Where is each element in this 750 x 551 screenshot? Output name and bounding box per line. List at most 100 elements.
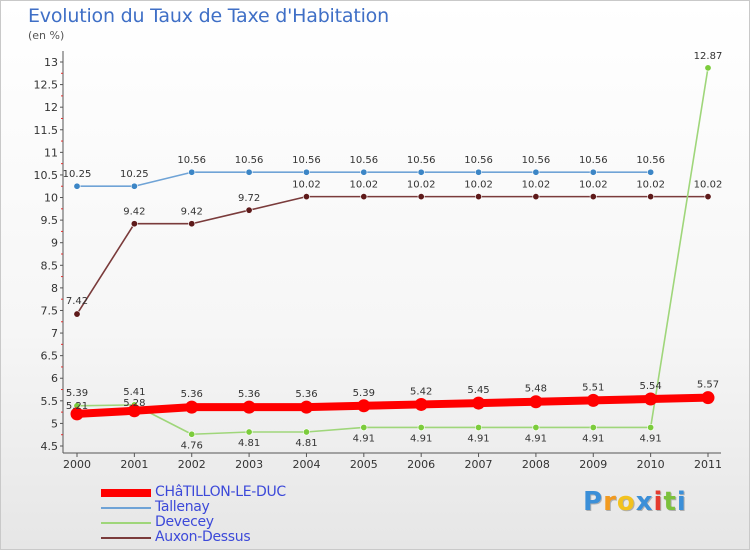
data-point xyxy=(647,168,655,176)
x-tick-label: 2009 xyxy=(579,458,607,471)
data-point xyxy=(532,193,540,201)
data-label: 10.02 xyxy=(579,180,608,191)
data-label: 10.02 xyxy=(694,180,723,191)
logo-letter: x xyxy=(635,487,654,517)
data-label: 10.56 xyxy=(579,155,608,166)
data-point xyxy=(299,400,313,414)
data-point xyxy=(475,193,483,201)
legend-swatch xyxy=(101,522,151,524)
data-label: 12.87 xyxy=(694,51,723,62)
data-label: 4.81 xyxy=(238,438,260,449)
data-label: 10.56 xyxy=(235,155,264,166)
data-point xyxy=(73,310,81,318)
data-point xyxy=(360,168,368,176)
data-label: 5.41 xyxy=(123,387,145,398)
y-tick-label: 4.5 xyxy=(41,440,59,453)
data-label: 4.91 xyxy=(640,433,662,444)
data-label: 10.02 xyxy=(636,180,665,191)
data-point xyxy=(647,193,655,201)
y-tick-label: 9.5 xyxy=(41,214,59,227)
data-label: 4.76 xyxy=(181,440,203,451)
x-tick-label: 2008 xyxy=(522,458,550,471)
data-point xyxy=(529,395,543,409)
logo-letter: o xyxy=(616,487,636,517)
data-label: 10.56 xyxy=(636,155,665,166)
data-point xyxy=(417,423,425,431)
data-point xyxy=(360,193,368,201)
data-label: 4.91 xyxy=(525,433,547,444)
x-tick-label: 2006 xyxy=(407,458,435,471)
x-tick-label: 2003 xyxy=(235,458,263,471)
data-point xyxy=(532,423,540,431)
data-label: 10.02 xyxy=(292,180,321,191)
data-point xyxy=(130,182,138,190)
data-point xyxy=(360,423,368,431)
data-label: 4.91 xyxy=(467,433,489,444)
y-tick-label: 12.5 xyxy=(34,79,59,92)
legend-label: CHâTILLON-LE-DUC xyxy=(155,484,286,500)
data-label: 9.42 xyxy=(181,207,203,218)
chart-title: Evolution du Taux de Taxe d'Habitation xyxy=(28,5,389,27)
y-tick-label: 11.5 xyxy=(34,124,59,137)
data-point xyxy=(245,428,253,436)
logo-letter: r xyxy=(603,487,617,517)
data-point xyxy=(472,396,486,410)
data-label: 5.42 xyxy=(410,386,432,397)
data-point xyxy=(245,168,253,176)
data-point xyxy=(475,423,483,431)
series-line-devecey xyxy=(76,67,709,436)
data-label: 10.56 xyxy=(349,155,378,166)
data-point xyxy=(414,397,428,411)
data-label: 5.51 xyxy=(582,382,604,393)
data-label: 4.81 xyxy=(295,438,317,449)
data-point xyxy=(647,423,655,431)
data-point xyxy=(532,168,540,176)
y-tick-label: 7 xyxy=(51,327,58,340)
data-point xyxy=(302,168,310,176)
data-point xyxy=(188,430,196,438)
data-point xyxy=(704,64,712,72)
y-tick-label: 8.5 xyxy=(41,259,59,272)
chart-unit-label: (en %) xyxy=(28,29,65,42)
data-label: 5.36 xyxy=(295,389,317,400)
x-tick-label: 2004 xyxy=(292,458,320,471)
x-tick-label: 2007 xyxy=(465,458,493,471)
data-point xyxy=(417,168,425,176)
legend-swatch xyxy=(101,537,151,539)
legend-label: Devecey xyxy=(155,514,214,530)
data-label: 4.91 xyxy=(410,433,432,444)
data-point xyxy=(589,193,597,201)
y-tick-label: 5.5 xyxy=(41,395,59,408)
data-point xyxy=(245,206,253,214)
x-tick-label: 2011 xyxy=(694,458,722,471)
data-label: 5.36 xyxy=(181,389,203,400)
data-label: 10.02 xyxy=(464,180,493,191)
data-point xyxy=(70,407,84,421)
x-tick-label: 2005 xyxy=(350,458,378,471)
data-label: 5.57 xyxy=(697,380,719,391)
data-label: 10.25 xyxy=(63,169,92,180)
data-point xyxy=(130,220,138,228)
y-tick-label: 8 xyxy=(51,282,58,295)
data-point xyxy=(644,392,658,406)
y-tick-label: 9 xyxy=(51,237,58,250)
x-tick-label: 2000 xyxy=(63,458,91,471)
data-label: 5.54 xyxy=(640,381,662,392)
data-point xyxy=(302,428,310,436)
logo-letter: P xyxy=(583,487,604,517)
series-line-auxon-dessus xyxy=(76,195,709,315)
data-point xyxy=(589,423,597,431)
data-label: 7.42 xyxy=(66,296,88,307)
data-point xyxy=(242,400,256,414)
data-point xyxy=(357,399,371,413)
y-tick-label: 10 xyxy=(44,192,58,205)
data-label: 4.91 xyxy=(353,433,375,444)
y-tick-label: 5 xyxy=(51,417,58,430)
data-point xyxy=(127,404,141,418)
legend-swatch xyxy=(101,507,151,509)
data-label: 5.39 xyxy=(66,388,88,399)
data-label: 5.36 xyxy=(238,389,260,400)
data-label: 10.56 xyxy=(407,155,436,166)
data-label: 5.21 xyxy=(66,401,88,412)
